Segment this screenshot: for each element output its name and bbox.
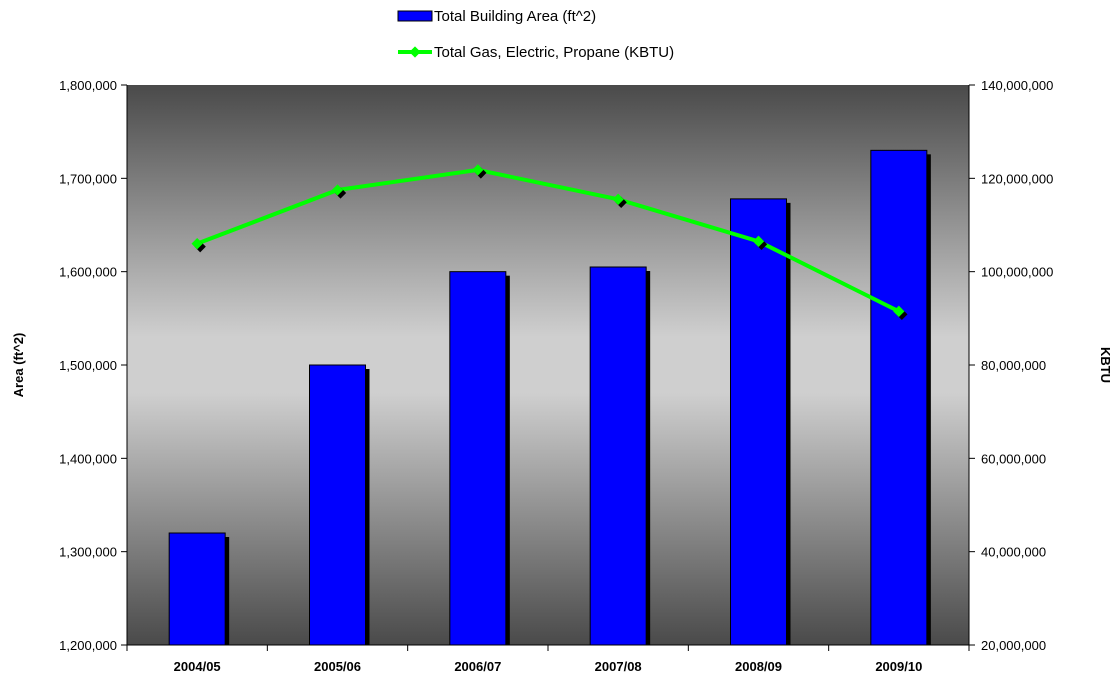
- x-tick-label: 2007/08: [595, 659, 642, 674]
- legend-label-bars: Total Building Area (ft^2): [434, 8, 596, 25]
- legend-swatch-bars: [398, 11, 432, 21]
- y2-tick-label: 20,000,000: [981, 638, 1046, 653]
- legend: Total Building Area (ft^2) Total Gas, El…: [398, 8, 674, 61]
- x-tick-label: 2005/06: [314, 659, 361, 674]
- y-tick-label: 1,600,000: [59, 265, 117, 280]
- bar: [450, 272, 506, 645]
- legend-swatch-marker: [409, 46, 420, 57]
- x-tick-label: 2006/07: [454, 659, 501, 674]
- plot-area: [127, 85, 969, 645]
- x-tick-label: 2009/10: [875, 659, 922, 674]
- y2-tick-label: 120,000,000: [981, 171, 1053, 186]
- bar: [731, 199, 787, 645]
- bar: [590, 267, 646, 645]
- y2-axis-title: KBTU: [1098, 347, 1113, 383]
- y2-tick-label: 60,000,000: [981, 451, 1046, 466]
- y-tick-label: 1,300,000: [59, 545, 117, 560]
- y2-tick-label: 40,000,000: [981, 545, 1046, 560]
- legend-label-line: Total Gas, Electric, Propane (KBTU): [434, 44, 674, 61]
- y-tick-label: 1,800,000: [59, 78, 117, 93]
- bar: [871, 150, 927, 645]
- y-tick-label: 1,700,000: [59, 171, 117, 186]
- x-tick-label: 2008/09: [735, 659, 782, 674]
- y-tick-label: 1,400,000: [59, 451, 117, 466]
- bar: [169, 533, 225, 645]
- y-tick-label: 1,500,000: [59, 358, 117, 373]
- y2-tick-label: 140,000,000: [981, 78, 1053, 93]
- y2-tick-label: 80,000,000: [981, 358, 1046, 373]
- x-tick-label: 2004/05: [174, 659, 221, 674]
- y-tick-label: 1,200,000: [59, 638, 117, 653]
- y-axis-title: Area (ft^2): [11, 333, 26, 398]
- y2-tick-label: 100,000,000: [981, 265, 1053, 280]
- bar: [310, 365, 366, 645]
